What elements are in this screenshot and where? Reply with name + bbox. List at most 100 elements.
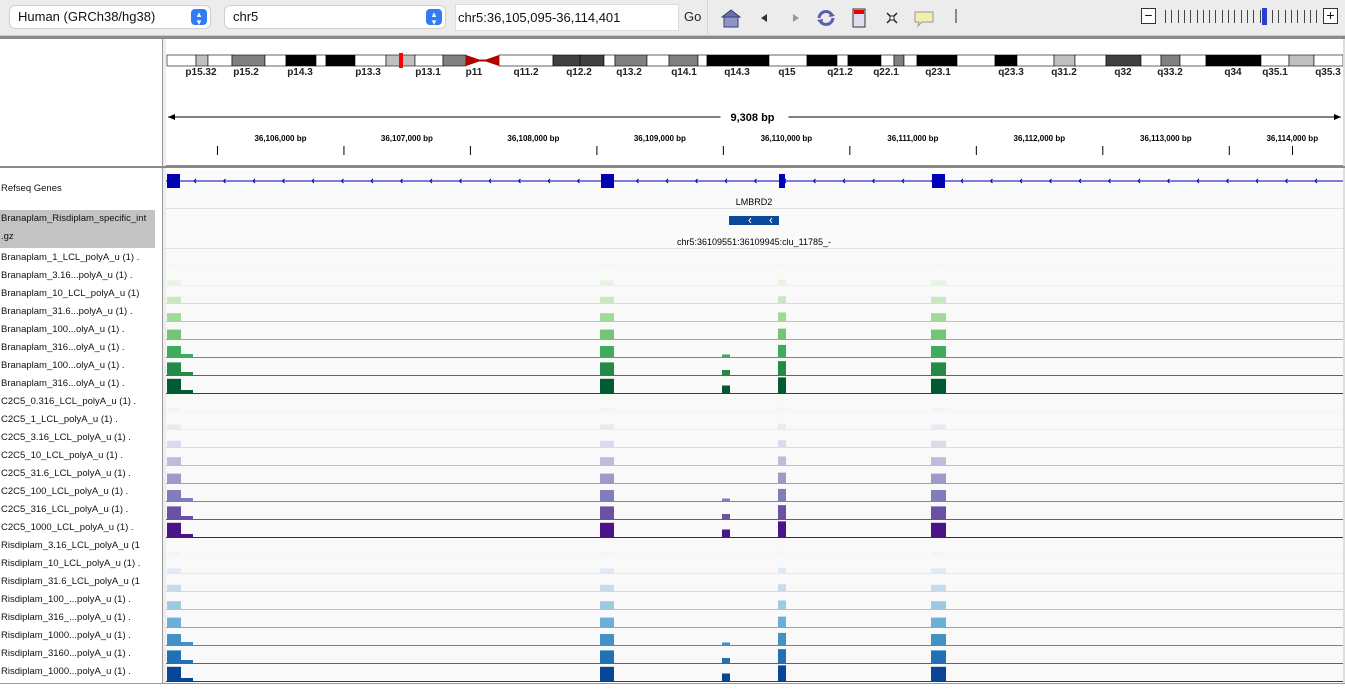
- coverage-track[interactable]: [166, 484, 1343, 502]
- feature-track[interactable]: chr5:36109551:36109945:clu_11785_-: [166, 209, 1343, 249]
- cytoband[interactable]: [768, 54, 808, 67]
- scrollbar[interactable]: [1343, 39, 1345, 690]
- zoom-tick[interactable]: [1303, 10, 1305, 23]
- track-name-coverage[interactable]: C2C5_10_LCL_polyA_u (1) .: [1, 450, 123, 461]
- coverage-track[interactable]: [166, 610, 1343, 628]
- cytoband[interactable]: [1313, 54, 1344, 67]
- cytoband[interactable]: [880, 54, 895, 67]
- zoom-tick[interactable]: [1171, 10, 1173, 23]
- coverage-track[interactable]: [166, 376, 1343, 394]
- cytoband[interactable]: [603, 54, 616, 67]
- coverage-track[interactable]: [166, 574, 1343, 592]
- zoom-tick[interactable]: [1215, 10, 1217, 23]
- refseq-gene-track[interactable]: LMBRD2: [166, 170, 1343, 209]
- coverage-track[interactable]: [166, 556, 1343, 574]
- cytoband[interactable]: [646, 54, 670, 67]
- cytoband[interactable]: [498, 54, 554, 67]
- track-name-coverage[interactable]: Risdiplam_10_LCL_polyA_u (1) .: [1, 558, 141, 569]
- zoom-out-button[interactable]: −: [1141, 8, 1156, 24]
- refresh-icon[interactable]: [815, 8, 837, 28]
- home-icon[interactable]: [720, 8, 742, 28]
- zoom-tick[interactable]: [1209, 10, 1211, 23]
- coverage-track[interactable]: [166, 538, 1343, 556]
- cytoband[interactable]: [903, 54, 918, 67]
- back-icon[interactable]: [753, 8, 775, 28]
- popup-info-icon[interactable]: [913, 8, 935, 28]
- gene-exon[interactable]: [932, 174, 945, 188]
- chromosome-ideogram[interactable]: p15.32 p15.2 p14.3 p13.3 p13.1 p11 q11.2 q12.2 q…: [166, 39, 1344, 167]
- track-name-coverage[interactable]: Branaplam_316...olyA_u (1) .: [1, 378, 125, 389]
- coverage-track[interactable]: [166, 250, 1343, 268]
- zoom-tick[interactable]: [1309, 10, 1311, 23]
- zoom-tick[interactable]: [1202, 10, 1204, 23]
- track-name-coverage[interactable]: Risdiplam_316_...polyA_u (1) .: [1, 612, 131, 623]
- genome-dropdown[interactable]: Human (GRCh38/hg38) ▴ ▾: [10, 6, 210, 28]
- track-name-coverage[interactable]: Branaplam_3.16...polyA_u (1) .: [1, 270, 133, 281]
- cytoband[interactable]: [614, 54, 648, 67]
- zoom-tick[interactable]: [1234, 10, 1236, 23]
- track-name-coverage[interactable]: Branaplam_100...olyA_u (1) .: [1, 360, 125, 371]
- zoom-tick[interactable]: [1221, 10, 1223, 23]
- cytoband[interactable]: [231, 54, 266, 67]
- cytoband[interactable]: [1074, 54, 1107, 67]
- cytoband[interactable]: [1160, 54, 1181, 67]
- cytoband[interactable]: [994, 54, 1018, 67]
- zoom-slider-handle[interactable]: [1262, 8, 1268, 25]
- cytoband[interactable]: [1140, 54, 1162, 67]
- zoom-tick[interactable]: [1190, 10, 1192, 23]
- cytoband[interactable]: [285, 54, 317, 67]
- cytoband[interactable]: [893, 54, 905, 67]
- track-name-coverage[interactable]: Risdiplam_1000...polyA_u (1) .: [1, 630, 131, 641]
- zoom-tick[interactable]: [1228, 10, 1229, 23]
- cytoband[interactable]: [207, 54, 233, 67]
- cytoband[interactable]: [1016, 54, 1055, 67]
- coverage-track[interactable]: [166, 268, 1343, 286]
- gene-exon[interactable]: [779, 174, 785, 188]
- zoom-tick[interactable]: [1196, 10, 1198, 23]
- coverage-track[interactable]: [166, 430, 1343, 448]
- cytoband[interactable]: [325, 54, 356, 67]
- track-name-coverage[interactable]: C2C5_1000_LCL_polyA_u (1) .: [1, 522, 134, 533]
- coverage-track[interactable]: [166, 646, 1343, 664]
- zoom-in-button[interactable]: +: [1323, 8, 1338, 24]
- track-name-coverage[interactable]: C2C5_0.316_LCL_polyA_u (1) .: [1, 396, 137, 407]
- track-name-coverage[interactable]: Branaplam_31.6...polyA_u (1) .: [1, 306, 133, 317]
- zoom-tick[interactable]: [1177, 10, 1179, 23]
- cytoband[interactable]: [668, 54, 699, 67]
- cytoband[interactable]: [1053, 54, 1076, 67]
- track-name-coverage[interactable]: Risdiplam_100_...polyA_u (1) .: [1, 594, 131, 605]
- track-name-coverage[interactable]: C2C5_100_LCL_polyA_u (1) .: [1, 486, 129, 497]
- coverage-track[interactable]: [166, 322, 1343, 340]
- zoom-tick[interactable]: [1165, 10, 1166, 23]
- cytoband[interactable]: [956, 54, 996, 67]
- coverage-track[interactable]: [166, 412, 1343, 430]
- coverage-track[interactable]: [166, 304, 1343, 322]
- coverage-track[interactable]: [166, 358, 1343, 376]
- cytoband[interactable]: [1260, 54, 1290, 67]
- zoom-tick[interactable]: [1246, 10, 1248, 23]
- cytoband[interactable]: [706, 54, 770, 67]
- zoom-slider[interactable]: − +: [1141, 8, 1341, 26]
- coverage-track[interactable]: [166, 502, 1343, 520]
- cytoband[interactable]: [1179, 54, 1207, 67]
- coverage-track[interactable]: [166, 628, 1343, 646]
- cytoband[interactable]: [697, 54, 708, 67]
- track-name-coverage[interactable]: C2C5_3.16_LCL_polyA_u (1) .: [1, 432, 131, 443]
- region-of-interest-icon[interactable]: [848, 8, 870, 28]
- zoom-tick[interactable]: [1240, 10, 1242, 23]
- cytoband[interactable]: [579, 54, 605, 67]
- zoom-tick[interactable]: [1272, 10, 1274, 23]
- cytoband[interactable]: [315, 54, 327, 67]
- cytoband[interactable]: [1205, 54, 1262, 67]
- track-name-coverage[interactable]: Branaplam_10_LCL_polyA_u (1): [1, 288, 140, 299]
- zoom-tick[interactable]: [1183, 10, 1185, 23]
- track-name-coverage[interactable]: C2C5_31.6_LCL_polyA_u (1) .: [1, 468, 131, 479]
- locus-input[interactable]: chr5:36,105,095-36,114,401: [455, 4, 679, 31]
- coverage-track[interactable]: [166, 448, 1343, 466]
- zoom-tick[interactable]: [1316, 10, 1318, 23]
- track-name-coverage[interactable]: Risdiplam_31.6_LCL_polyA_u (1: [1, 576, 140, 587]
- zoom-tick[interactable]: [1284, 10, 1286, 23]
- coverage-track[interactable]: [166, 664, 1343, 682]
- cytoband[interactable]: [354, 54, 387, 67]
- track-name-coverage[interactable]: Risdiplam_3.16_LCL_polyA_u (1: [1, 540, 140, 551]
